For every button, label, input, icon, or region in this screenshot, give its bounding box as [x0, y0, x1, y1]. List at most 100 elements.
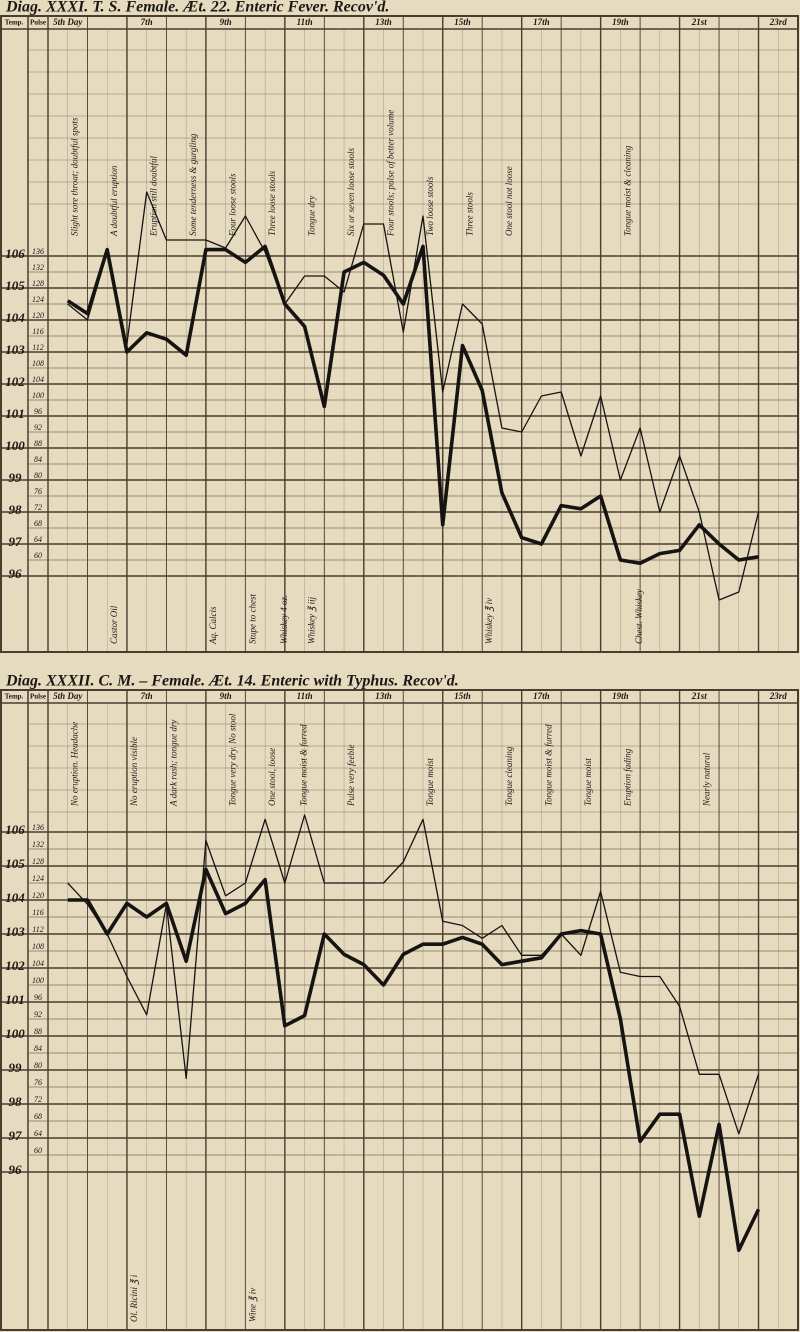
- treatment-note: Aq. Calcis: [208, 606, 218, 645]
- clinical-note: Three loose stools: [267, 170, 277, 236]
- temp-tick-label: 101: [5, 406, 25, 421]
- chart-frame: [0, 689, 799, 1331]
- clinical-note: Tongue moist & cleaning: [622, 145, 632, 236]
- day-tick-label: 23rd: [769, 17, 788, 27]
- clinical-note: Tongue moist: [583, 758, 593, 806]
- clinical-note: Two loose stools: [425, 176, 435, 236]
- day-tick-label: 7th: [141, 17, 153, 27]
- day-tick-label: 21st: [691, 17, 708, 27]
- pulse-tick-label: 64: [34, 535, 42, 544]
- pulse-tick-label: 64: [34, 1129, 42, 1138]
- temp-tick-label: 100: [5, 438, 25, 453]
- pulse-tick-label: 116: [32, 327, 43, 336]
- day-tick-label: 23rd: [769, 691, 788, 701]
- day-tick-label: 9th: [220, 691, 232, 701]
- pulse-tick-label: 68: [34, 519, 42, 528]
- pulse-tick-label: 76: [34, 1078, 42, 1087]
- treatment-note: Stupe to chest: [247, 594, 257, 644]
- pulse-tick-label: 128: [32, 279, 44, 288]
- day-tick-label: 11th: [297, 691, 313, 701]
- day-tick-label: 13th: [375, 691, 392, 701]
- day-tick-label: 19th: [612, 17, 629, 27]
- pulse-tick-label: 88: [34, 439, 42, 448]
- temp-tick-label: 96: [9, 1162, 23, 1177]
- clinical-note: No eruption. Headache: [70, 722, 80, 807]
- pulse-tick-label: 92: [34, 423, 42, 432]
- day-tick-label: 21st: [691, 691, 708, 701]
- clinical-note: Four stools; pulse of better volume: [386, 110, 396, 237]
- clinical-note: Tongue moist: [425, 758, 435, 806]
- temp-tick-label: 98: [9, 502, 23, 517]
- pulse-tick-label: 132: [32, 840, 44, 849]
- clinical-note: Tongue moist & furred: [299, 724, 309, 806]
- pulse-tick-label: 100: [32, 391, 44, 400]
- pulse-tick-label: 80: [34, 471, 42, 480]
- pulse-tick-label: 88: [34, 1027, 42, 1036]
- chart-title: Diag. XXXI. T. S. Female. Æt. 22. Enteri…: [5, 0, 389, 16]
- pulse-tick-label: 124: [32, 874, 44, 883]
- clinical-note: Four loose stools: [228, 173, 238, 237]
- pulse-tick-label: 84: [34, 1044, 42, 1053]
- temp-tick-label: 96: [9, 566, 23, 581]
- temp-tick-label: 105: [5, 278, 25, 293]
- clinical-note: Tongue dry: [307, 196, 317, 236]
- pulse-tick-label: 104: [32, 959, 44, 968]
- pulse-tick-label: 96: [34, 407, 42, 416]
- temp-tick-label: 98: [9, 1094, 23, 1109]
- temp-tick-label: 101: [5, 992, 25, 1007]
- temp-tick-label: 100: [5, 1026, 25, 1041]
- temp-tick-label: 102: [5, 374, 25, 389]
- chart-frame: [0, 15, 799, 653]
- day-tick-label: 19th: [612, 691, 629, 701]
- clinical-note: Pulse very feeble: [346, 745, 356, 807]
- clinical-note: Six or seven loose stools: [346, 148, 356, 236]
- clinical-note: One stool, loose: [267, 748, 277, 806]
- pulse-tick-label: 76: [34, 487, 42, 496]
- treatment-note: Whiskey 4 oz.: [279, 595, 289, 644]
- clinical-note: Eruption still doubtful: [149, 155, 159, 237]
- temp-tick-label: 104: [5, 890, 25, 905]
- temp-column-header: Temp.: [5, 693, 24, 701]
- day-tick-label: 17th: [533, 691, 550, 701]
- pulse-tick-label: 68: [34, 1112, 42, 1121]
- temp-tick-label: 99: [9, 1060, 23, 1075]
- temp-tick-label: 105: [5, 856, 25, 871]
- temp-tick-label: 104: [5, 310, 25, 325]
- day-tick-label: 17th: [533, 17, 550, 27]
- pulse-tick-label: 120: [32, 891, 44, 900]
- clinical-note: Some tenderness & gurgling: [188, 133, 198, 236]
- pulse-tick-label: 116: [32, 908, 43, 917]
- pulse-line: [67, 814, 760, 1135]
- pulse-line: [67, 191, 760, 601]
- day-tick-label: 15th: [454, 17, 471, 27]
- pulse-tick-label: 84: [34, 455, 42, 464]
- day-tick-label: 13th: [375, 17, 392, 27]
- clinical-note: Tongue very dry. No stool: [228, 713, 238, 806]
- temp-tick-label: 97: [9, 534, 23, 549]
- day-tick-label: 5th Day: [53, 691, 83, 701]
- clinical-note: No eruption visible: [129, 737, 139, 807]
- clinical-note: A dark rash; tongue dry: [168, 720, 178, 807]
- treatment-note: Castor Oil: [109, 605, 119, 644]
- temp-tick-label: 106: [5, 246, 25, 261]
- pulse-tick-label: 72: [34, 1095, 42, 1104]
- pulse-tick-label: 108: [32, 359, 44, 368]
- treatment-note: Whiskey ℥ iij: [307, 596, 317, 644]
- pulse-tick-label: 96: [34, 993, 42, 1002]
- day-tick-label: 9th: [220, 17, 232, 27]
- treatment-note: Chest. Whiskey: [634, 589, 644, 644]
- clinical-note: One stool not loose: [504, 166, 514, 236]
- pulse-column-header: Pulse: [30, 19, 46, 27]
- pulse-tick-label: 60: [34, 551, 42, 560]
- pulse-tick-label: 80: [34, 1061, 42, 1070]
- pulse-tick-label: 92: [34, 1010, 42, 1019]
- clinical-note: A doubtful eruption: [109, 165, 119, 237]
- pulse-tick-label: 136: [32, 823, 44, 832]
- pulse-tick-label: 128: [32, 857, 44, 866]
- pulse-tick-label: 124: [32, 295, 44, 304]
- temp-column-header: Temp.: [5, 19, 24, 27]
- pulse-tick-label: 72: [34, 503, 42, 512]
- treatment-note: Whiskey ℥ iv: [484, 598, 494, 644]
